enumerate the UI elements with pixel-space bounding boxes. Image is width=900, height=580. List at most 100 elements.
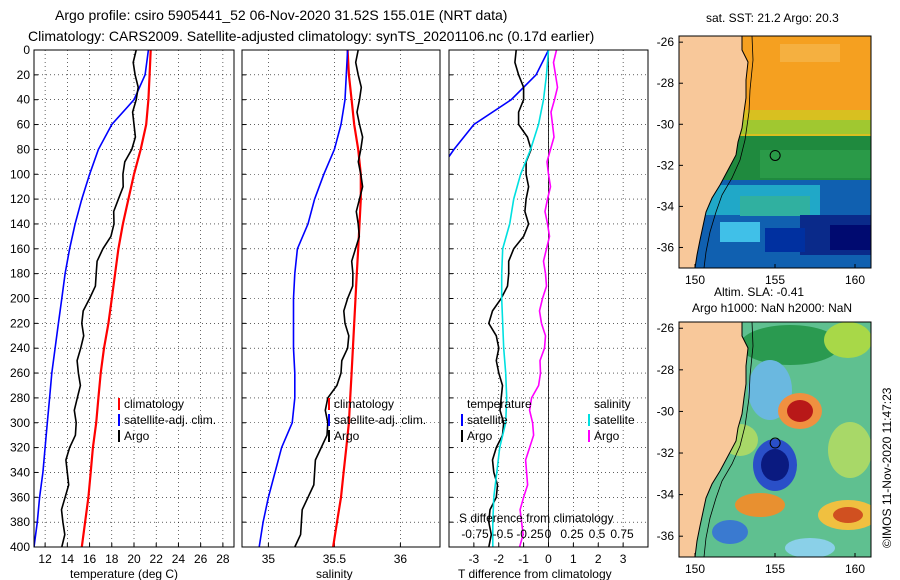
legend-satellite-label: satellite-adj. clim. [124,413,216,427]
map-y-tick-label: -32 [657,446,675,460]
x-tick-label: 1 [570,552,577,566]
s-diff-tick-label: -0.5 [493,527,514,541]
x-tick-label: 14 [61,552,75,566]
x-tick-label: 26 [194,552,208,566]
sst-map-axes: 150 155 160 -26 -28 -30 -32 -34 -36 [657,35,866,287]
legend-climatology-label: climatology [124,397,184,411]
x-tick-label: 3 [620,552,627,566]
map-y-tick-label: -28 [657,363,675,377]
sst-map-title: sat. SST: 21.2 Argo: 20.3 [706,11,839,25]
panel-frame [241,49,441,548]
series-line-argo [60,50,140,547]
map-y-tick-label: -30 [657,404,675,418]
x-tick-label: -2 [493,552,504,566]
imos-watermark: ©IMOS 11-Nov-2020 11:47:23 [880,387,894,548]
map-x-tick-label: 160 [845,273,865,287]
x-tick-label: -1 [518,552,529,566]
x-axis-label: salinity [316,567,353,580]
series-line-salinity-argo [518,50,559,547]
s-diff-tick-label: 0 [545,527,552,541]
map-y-tick-label: -26 [657,321,675,335]
series-line-satellite-adj-clim- [258,50,349,547]
x-tick-label: 35.5 [323,552,347,566]
x-tick-label: 24 [172,552,186,566]
s-diff-axis-label: S difference from climatology [459,511,614,525]
coastline [694,36,749,268]
depth-tick-label: 380 [10,515,30,529]
map-x-tick-label: 150 [685,562,705,576]
series-line-argo [294,50,364,547]
legend-temperature-title: temperature [467,397,532,411]
temperature-legend: climatology satellite-adj. clim. Argo [118,397,216,443]
depth-tick-label: 280 [10,391,30,405]
map-x-tick-label: 155 [765,273,785,287]
depth-tick-label: 80 [17,142,31,156]
depth-tick-label: 340 [10,465,30,479]
title-line-1: Argo profile: csiro 5905441_52 06-Nov-20… [55,7,507,23]
title-line-2: Climatology: CARS2009. Satellite-adjuste… [28,28,594,44]
depth-tick-label: 0 [23,43,30,57]
legend-argo-label: Argo [334,429,360,443]
temperature-panel: 0 20 40 60 80 100 120 140 160 180 200 220 240 260 280 3… [10,43,235,580]
legend-sal-satellite-label: satellite [594,413,635,427]
s-diff-tick-label: 0.5 [589,527,606,541]
s-diff-tick-label: 0.75 [610,527,634,541]
map-y-tick-label: -36 [657,240,675,254]
x-tick-label: 0 [545,552,552,566]
difference-legend: temperature satellite Argo salinity sate… [459,397,635,541]
x-tick-label: -3 [469,552,480,566]
map-y-tick-label: -28 [657,76,675,90]
depth-tick-label: 100 [10,167,30,181]
series-line-climatology [332,50,362,547]
panel-frame [33,49,235,548]
x-tick-label: 18 [105,552,119,566]
x-axis-label: T difference from climatology [458,567,612,580]
depth-tick-label: 180 [10,267,30,281]
map-y-tick-label: -32 [657,158,675,172]
depth-tick-label: 20 [17,68,31,82]
s-diff-tick-label: -0.25 [516,527,544,541]
depth-tick-label: 200 [10,292,30,306]
depth-tick-label: 260 [10,366,30,380]
sla-map-axes: 150 155 160 -26 -28 -30 -32 -34 -36 [657,321,866,576]
legend-salinity-title: salinity [594,397,631,411]
coastline [694,322,749,557]
sst-map [679,36,871,268]
argo-position-marker [769,437,781,449]
land-mass [679,322,748,557]
panel-frame [448,49,649,548]
depth-tick-label: 40 [17,93,31,107]
x-tick-label: 16 [83,552,97,566]
map-x-tick-label: 150 [685,273,705,287]
map-y-tick-label: -34 [657,488,675,502]
depth-tick-label: 360 [10,490,30,504]
legend-temp-satellite-label: satellite [467,413,508,427]
shelf-contour [703,36,754,268]
legend-satellite-label: satellite-adj. clim. [334,413,426,427]
depth-tick-label: 120 [10,192,30,206]
salinity-legend: climatology satellite-adj. clim. Argo [328,397,426,443]
map-y-tick-label: -34 [657,199,675,213]
salinity-panel: 35 35.5 36 salinity [241,49,441,580]
x-tick-label: 22 [150,552,164,566]
depth-tick-label: 300 [10,416,30,430]
s-diff-tick-labels: -0.75 -0.5 -0.25 0 0.25 0.5 0.75 [461,527,634,541]
depth-tick-label: 240 [10,341,30,355]
legend-climatology-label: climatology [334,397,394,411]
argo-position-marker [769,149,781,161]
s-diff-tick-label: 0.25 [560,527,584,541]
x-tick-label: 28 [216,552,230,566]
series-line-climatology [80,50,152,547]
s-diff-tick-label: -0.75 [461,527,489,541]
sla-map-subtitle: Argo h1000: NaN h2000: NaN [692,301,852,315]
legend-argo-label: Argo [124,429,150,443]
map-y-tick-label: -30 [657,117,675,131]
legend-temp-argo-label: Argo [467,429,493,443]
shelf-contour [703,322,754,557]
map-y-tick-label: -36 [657,529,675,543]
series-line-satellite-adj-clim- [34,50,150,547]
depth-tick-label: 60 [17,118,31,132]
map-x-tick-label: 155 [765,562,785,576]
depth-tick-label: 400 [10,540,30,554]
